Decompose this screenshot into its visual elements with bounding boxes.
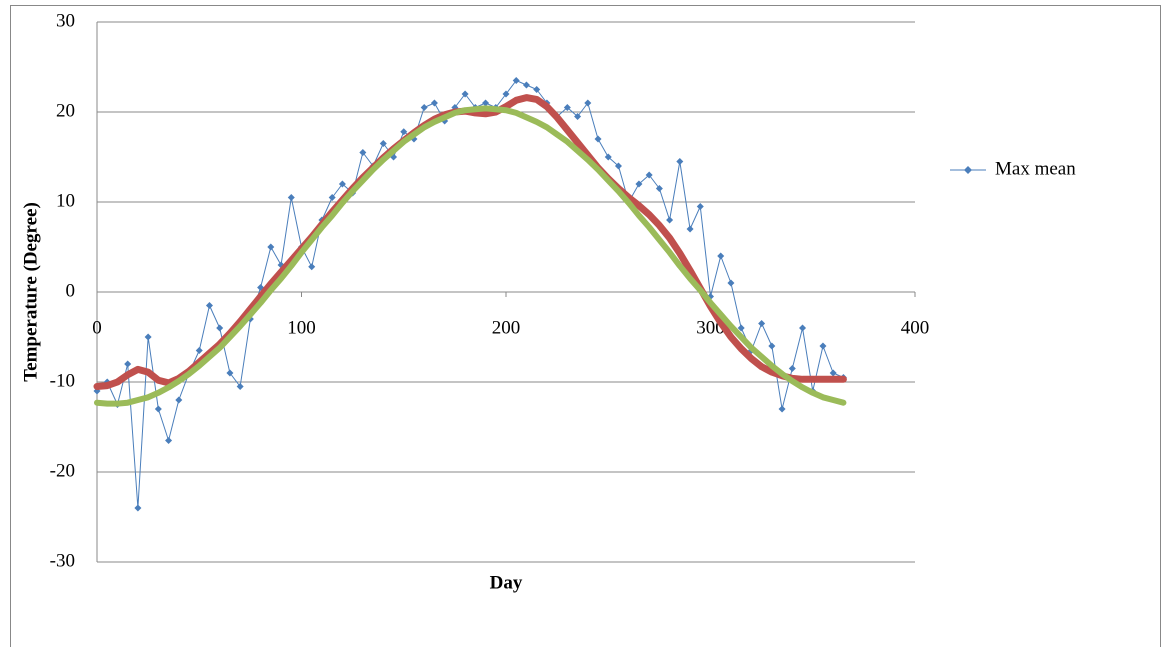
marker: [533, 86, 541, 93]
marker: [195, 347, 203, 354]
marker: [768, 342, 776, 350]
y-tick-label: -20: [50, 460, 75, 481]
marker: [400, 128, 408, 136]
marker: [635, 180, 643, 188]
marker: [236, 383, 244, 390]
x-tick-label: 0: [92, 317, 102, 338]
marker: [502, 90, 510, 98]
marker: [696, 203, 704, 210]
marker: [287, 194, 295, 201]
marker: [717, 252, 725, 260]
y-axis-title: Temperature (Degree): [20, 202, 41, 382]
y-tick-label: 0: [66, 280, 76, 301]
y-tick-label: 20: [56, 100, 75, 121]
marker: [799, 324, 807, 332]
marker: [482, 99, 490, 107]
marker: [522, 81, 530, 89]
marker: [379, 140, 387, 147]
x-tick-label: 200: [492, 317, 521, 338]
marker: [788, 365, 796, 372]
marker: [819, 342, 827, 350]
y-tick-label: -10: [50, 370, 75, 391]
marker: [226, 369, 234, 377]
marker: [308, 263, 316, 271]
marker: [614, 162, 622, 170]
y-tick-label: -30: [50, 550, 75, 571]
marker: [727, 279, 735, 287]
marker: [154, 405, 162, 413]
marker: [563, 104, 571, 111]
legend-marker: [964, 166, 972, 174]
legend-label: Max mean: [995, 158, 1076, 179]
x-axis-title: Day: [490, 572, 523, 593]
marker: [175, 396, 183, 404]
marker: [676, 158, 684, 165]
marker: [124, 360, 132, 368]
marker: [216, 324, 224, 332]
marker: [338, 180, 346, 188]
series-line: [94, 105, 847, 407]
marker: [430, 99, 438, 107]
marker: [666, 216, 674, 224]
marker: [134, 504, 142, 512]
marker: [144, 333, 152, 341]
marker: [737, 324, 745, 332]
marker: [205, 302, 213, 309]
marker: [594, 135, 602, 143]
chart-border: [10, 5, 1161, 647]
marker: [512, 77, 520, 84]
marker: [165, 437, 173, 444]
marker: [758, 320, 766, 327]
series-line: [96, 80, 844, 509]
marker: [778, 405, 786, 413]
marker: [645, 171, 653, 179]
marker: [574, 113, 582, 120]
marker: [461, 90, 469, 98]
y-tick-label: 30: [56, 10, 75, 31]
x-tick-label: 400: [901, 317, 930, 338]
marker: [655, 185, 663, 192]
marker: [328, 194, 336, 201]
marker: [584, 99, 592, 107]
marker: [604, 153, 612, 161]
marker: [420, 104, 428, 111]
marker: [359, 149, 367, 156]
marker: [686, 225, 694, 233]
marker: [829, 369, 837, 377]
marker: [267, 243, 275, 251]
x-tick-label: 100: [287, 317, 316, 338]
y-tick-label: 10: [56, 190, 75, 211]
